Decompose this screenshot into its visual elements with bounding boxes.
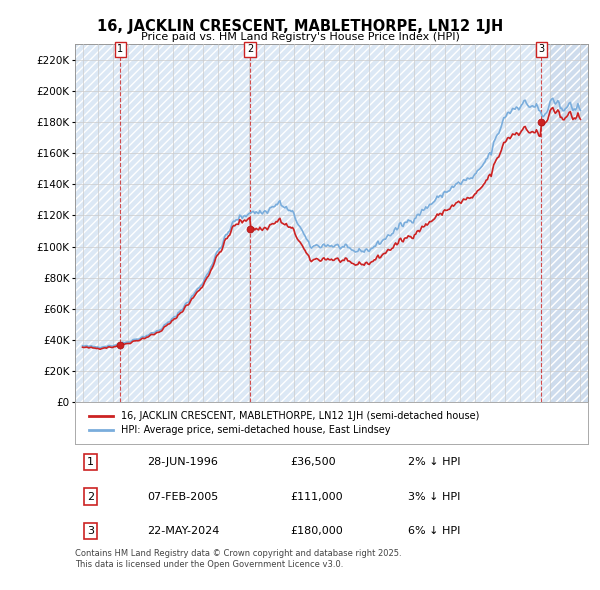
Bar <box>550 44 588 402</box>
Text: Price paid vs. HM Land Registry's House Price Index (HPI): Price paid vs. HM Land Registry's House … <box>140 32 460 42</box>
Text: 3: 3 <box>87 526 94 536</box>
Text: Contains HM Land Registry data © Crown copyright and database right 2025.
This d: Contains HM Land Registry data © Crown c… <box>75 549 401 569</box>
Text: 16, JACKLIN CRESCENT, MABLETHORPE, LN12 1JH: 16, JACKLIN CRESCENT, MABLETHORPE, LN12 … <box>97 19 503 34</box>
Text: 3% ↓ HPI: 3% ↓ HPI <box>409 491 461 502</box>
Text: £36,500: £36,500 <box>290 457 336 467</box>
Text: 2: 2 <box>87 491 94 502</box>
Legend: 16, JACKLIN CRESCENT, MABLETHORPE, LN12 1JH (semi-detached house), HPI: Average : 16, JACKLIN CRESCENT, MABLETHORPE, LN12 … <box>85 408 483 439</box>
Text: £180,000: £180,000 <box>290 526 343 536</box>
Text: 6% ↓ HPI: 6% ↓ HPI <box>409 526 461 536</box>
Text: 28-JUN-1996: 28-JUN-1996 <box>147 457 218 467</box>
Text: 07-FEB-2005: 07-FEB-2005 <box>147 491 218 502</box>
Text: 22-MAY-2024: 22-MAY-2024 <box>147 526 219 536</box>
Text: £111,000: £111,000 <box>290 491 343 502</box>
Text: 1: 1 <box>117 44 123 54</box>
Text: 2% ↓ HPI: 2% ↓ HPI <box>409 457 461 467</box>
Text: 3: 3 <box>538 44 544 54</box>
Text: 2: 2 <box>247 44 253 54</box>
Text: 1: 1 <box>87 457 94 467</box>
